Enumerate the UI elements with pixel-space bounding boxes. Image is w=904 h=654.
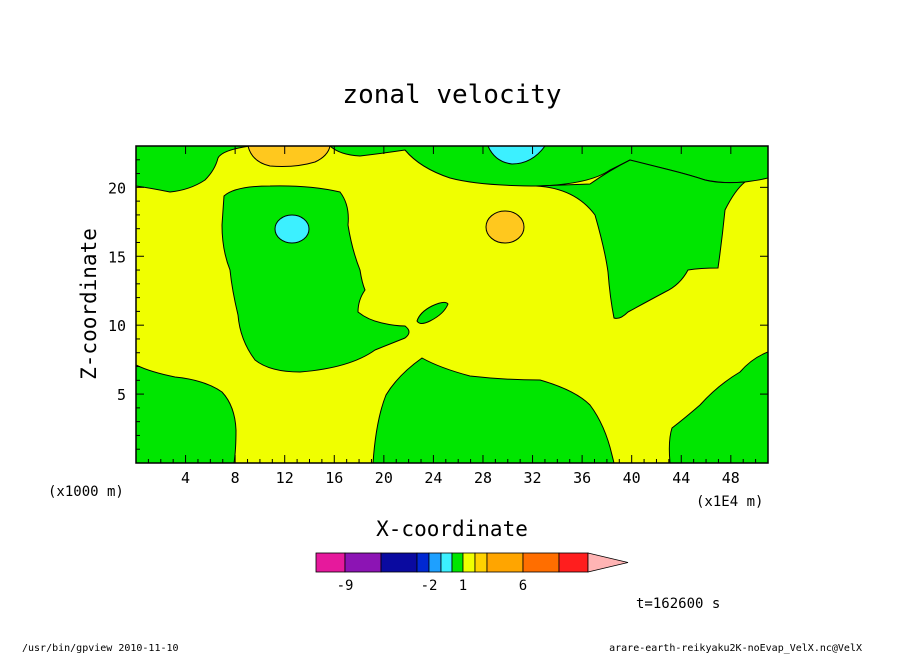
contour-green-right: [535, 159, 747, 319]
colorbar-segment: [428, 552, 442, 573]
colorbar-segment: [451, 552, 464, 573]
x-tick-label: 24: [424, 469, 442, 487]
x-tick-label: 36: [573, 469, 591, 487]
colorbar-segment: [416, 552, 430, 573]
colorbar-segment: [380, 552, 418, 573]
colorbar-tick-label: -2: [421, 578, 438, 594]
z-unit-note: (x1000 m): [48, 484, 124, 500]
colorbar-segment: [522, 552, 560, 573]
contour-green-left-center: [221, 185, 410, 373]
chart-title: zonal velocity: [342, 80, 561, 110]
contour-green-top-left: [136, 146, 251, 193]
footer-left: /usr/bin/gpview 2010-11-10: [22, 643, 179, 654]
contour-green-bottom-left: [136, 364, 237, 463]
time-label: t=162600 s: [636, 596, 720, 612]
y-axis: 5 10 15 20: [108, 159, 768, 450]
colorbar-tick-label: -9: [337, 578, 354, 594]
colorbar-segment: [315, 552, 346, 573]
y-tick-label: 5: [117, 386, 126, 404]
x-tick-label: 8: [231, 469, 240, 487]
colorbar-tick-label: 1: [459, 578, 467, 594]
contour-green-blob: [416, 301, 449, 324]
y-tick-label: 10: [108, 317, 126, 335]
x-tick-label: 28: [474, 469, 492, 487]
colorbar: [315, 552, 629, 573]
y-tick-label: 20: [108, 179, 126, 197]
x-tick-label: 20: [375, 469, 393, 487]
colorbar-segment: [486, 552, 524, 573]
y-tick-label: 15: [108, 248, 126, 266]
x-tick-label: 16: [325, 469, 343, 487]
x-tick-label: 40: [623, 469, 641, 487]
contour-cyan-top: [487, 146, 546, 165]
plot-frame: [135, 145, 769, 464]
colorbar-labels: -9 -2 1 6: [337, 578, 528, 594]
x-unit-note: (x1E4 m): [696, 494, 763, 510]
x-tick-label: 48: [722, 469, 740, 487]
footer-right: arare-earth-reikyaku2K-noEvap_VelX.nc@Ve…: [609, 643, 862, 654]
colorbar-segment: [558, 552, 589, 573]
x-tick-label: 4: [181, 469, 190, 487]
contour-green-bottom-right: [668, 351, 768, 463]
contour-field: [136, 146, 768, 463]
x-tick-label: 32: [524, 469, 542, 487]
contour-orange-top: [247, 146, 331, 167]
x-axis-label: X-coordinate: [376, 517, 528, 541]
colorbar-segment: [462, 552, 476, 573]
x-tick-label: 44: [672, 469, 690, 487]
contour-green-bottom-center: [372, 357, 615, 463]
colorbar-segment: [344, 552, 382, 573]
colorbar-arrow: [587, 552, 629, 573]
contour-cyan-left: [274, 214, 310, 244]
colorbar-tick-label: 6: [519, 578, 527, 594]
y-axis-label: Z-coordinate: [77, 228, 101, 380]
contour-orange-center: [485, 210, 525, 244]
x-axis: 4 8 12 16 20 24 28 32 36 40 44 48: [147, 146, 757, 487]
x-tick-label: 12: [276, 469, 294, 487]
colorbar-segment: [474, 552, 488, 573]
colorbar-segment: [440, 552, 453, 573]
